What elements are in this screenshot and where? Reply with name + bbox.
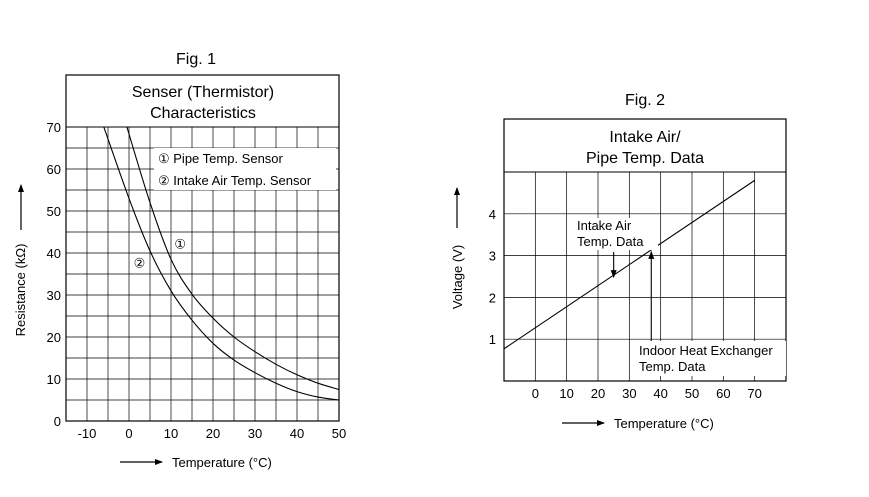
fig1-x-axis-label: Temperature (°C): [172, 455, 272, 470]
fig2-x-axis-label: Temperature (°C): [614, 416, 714, 431]
fig1-x-ticks: -10 0 10 20 30 40 50: [78, 426, 347, 441]
fig1-curve-2: [103, 126, 340, 401]
fig2-frame: [503, 118, 787, 382]
fig2-annotation-exchanger-line1: Indoor Heat Exchanger: [639, 343, 773, 358]
fig2-x-ticks: 0 10 20 30 40 50 60 70: [532, 386, 762, 401]
fig1-frame: [65, 74, 340, 422]
fig2-annot1-bg: [574, 218, 658, 250]
fig1-marker-bg: [172, 235, 189, 252]
fig1-legend-bg: [154, 148, 336, 190]
fig2-annotation-intake-line2: Temp. Data: [577, 234, 644, 249]
fig1-y-tick-label: 0: [54, 414, 61, 429]
fig1-marker-bg: [131, 254, 148, 271]
fig1-label: Fig. 1: [176, 51, 216, 68]
fig2-x-tick-label: 30: [622, 386, 636, 401]
fig1-curve-markers: ①②: [131, 235, 189, 271]
fig1-y-axis-label: Resistance (kΩ): [13, 244, 28, 337]
fig2-x-tick-label: 20: [591, 386, 605, 401]
fig2-title-line1: Intake Air/: [609, 129, 681, 146]
fig2-y-tick-label: 2: [489, 290, 496, 305]
fig1-y-tick-label: 50: [47, 204, 61, 219]
fig2-x-tick-label: 70: [747, 386, 761, 401]
fig1-curve-marker-1: ①: [174, 237, 186, 252]
fig1-x-tick-label: 20: [206, 426, 220, 441]
fig1-legend-item-2: ② Intake Air Temp. Sensor: [158, 173, 312, 188]
fig1-x-tick-label: 50: [332, 426, 346, 441]
fig2-x-tick-label: 0: [532, 386, 539, 401]
fig2-y-tick-label: 1: [489, 332, 496, 347]
fig1-y-tick-label: 70: [47, 120, 61, 135]
fig2-x-tick-label: 40: [653, 386, 667, 401]
fig2-title-line2: Pipe Temp. Data: [586, 150, 704, 167]
fig1-y-tick-label: 60: [47, 162, 61, 177]
fig2-annot2-bg: [636, 341, 786, 376]
fig1-legend-item-1: ① Pipe Temp. Sensor: [158, 151, 284, 166]
fig2-annotation-exchanger-line2: Temp. Data: [639, 359, 706, 374]
fig1: Fig. 1 Senser (Thermistor) Characteristi…: [13, 51, 346, 470]
fig2-y-tick-label: 4: [489, 207, 496, 222]
fig1-y-tick-label: 30: [47, 288, 61, 303]
fig2-x-tick-label: 10: [559, 386, 573, 401]
fig1-x-tick-label: 40: [290, 426, 304, 441]
fig2-y-axis-label: Voltage (V): [450, 245, 465, 309]
fig2-x-tick-label: 60: [716, 386, 730, 401]
fig2-y-ticks: 1 2 3 4: [489, 207, 496, 347]
fig2-y-tick-label: 3: [489, 249, 496, 264]
fig1-y-tick-label: 10: [47, 372, 61, 387]
fig2-x-tick-label: 50: [685, 386, 699, 401]
fig1-x-tick-label: 10: [164, 426, 178, 441]
fig1-y-tick-label: 20: [47, 330, 61, 345]
fig2-voltage-line: [503, 179, 755, 350]
fig1-title-line1: Senser (Thermistor): [132, 84, 274, 101]
fig1-x-tick-label: 30: [248, 426, 262, 441]
fig1-y-ticks: 0 10 20 30 40 50 60 70: [47, 120, 61, 429]
fig1-curves: [103, 126, 340, 401]
fig2-curves: [503, 179, 755, 350]
fig1-x-tick-label: 0: [125, 426, 132, 441]
fig2: Fig. 2 Intake Air/ Pipe Temp. Data 0 10 20…: [450, 92, 787, 431]
fig1-curve-marker-2: ②: [134, 256, 146, 271]
fig1-curve-1: [126, 126, 340, 391]
fig2-annotation-intake-line1: Intake Air: [577, 218, 632, 233]
fig2-label: Fig. 2: [625, 92, 665, 109]
fig1-x-tick-label: -10: [78, 426, 97, 441]
fig1-title-line2: Characteristics: [150, 105, 256, 122]
fig1-y-tick-label: 40: [47, 246, 61, 261]
